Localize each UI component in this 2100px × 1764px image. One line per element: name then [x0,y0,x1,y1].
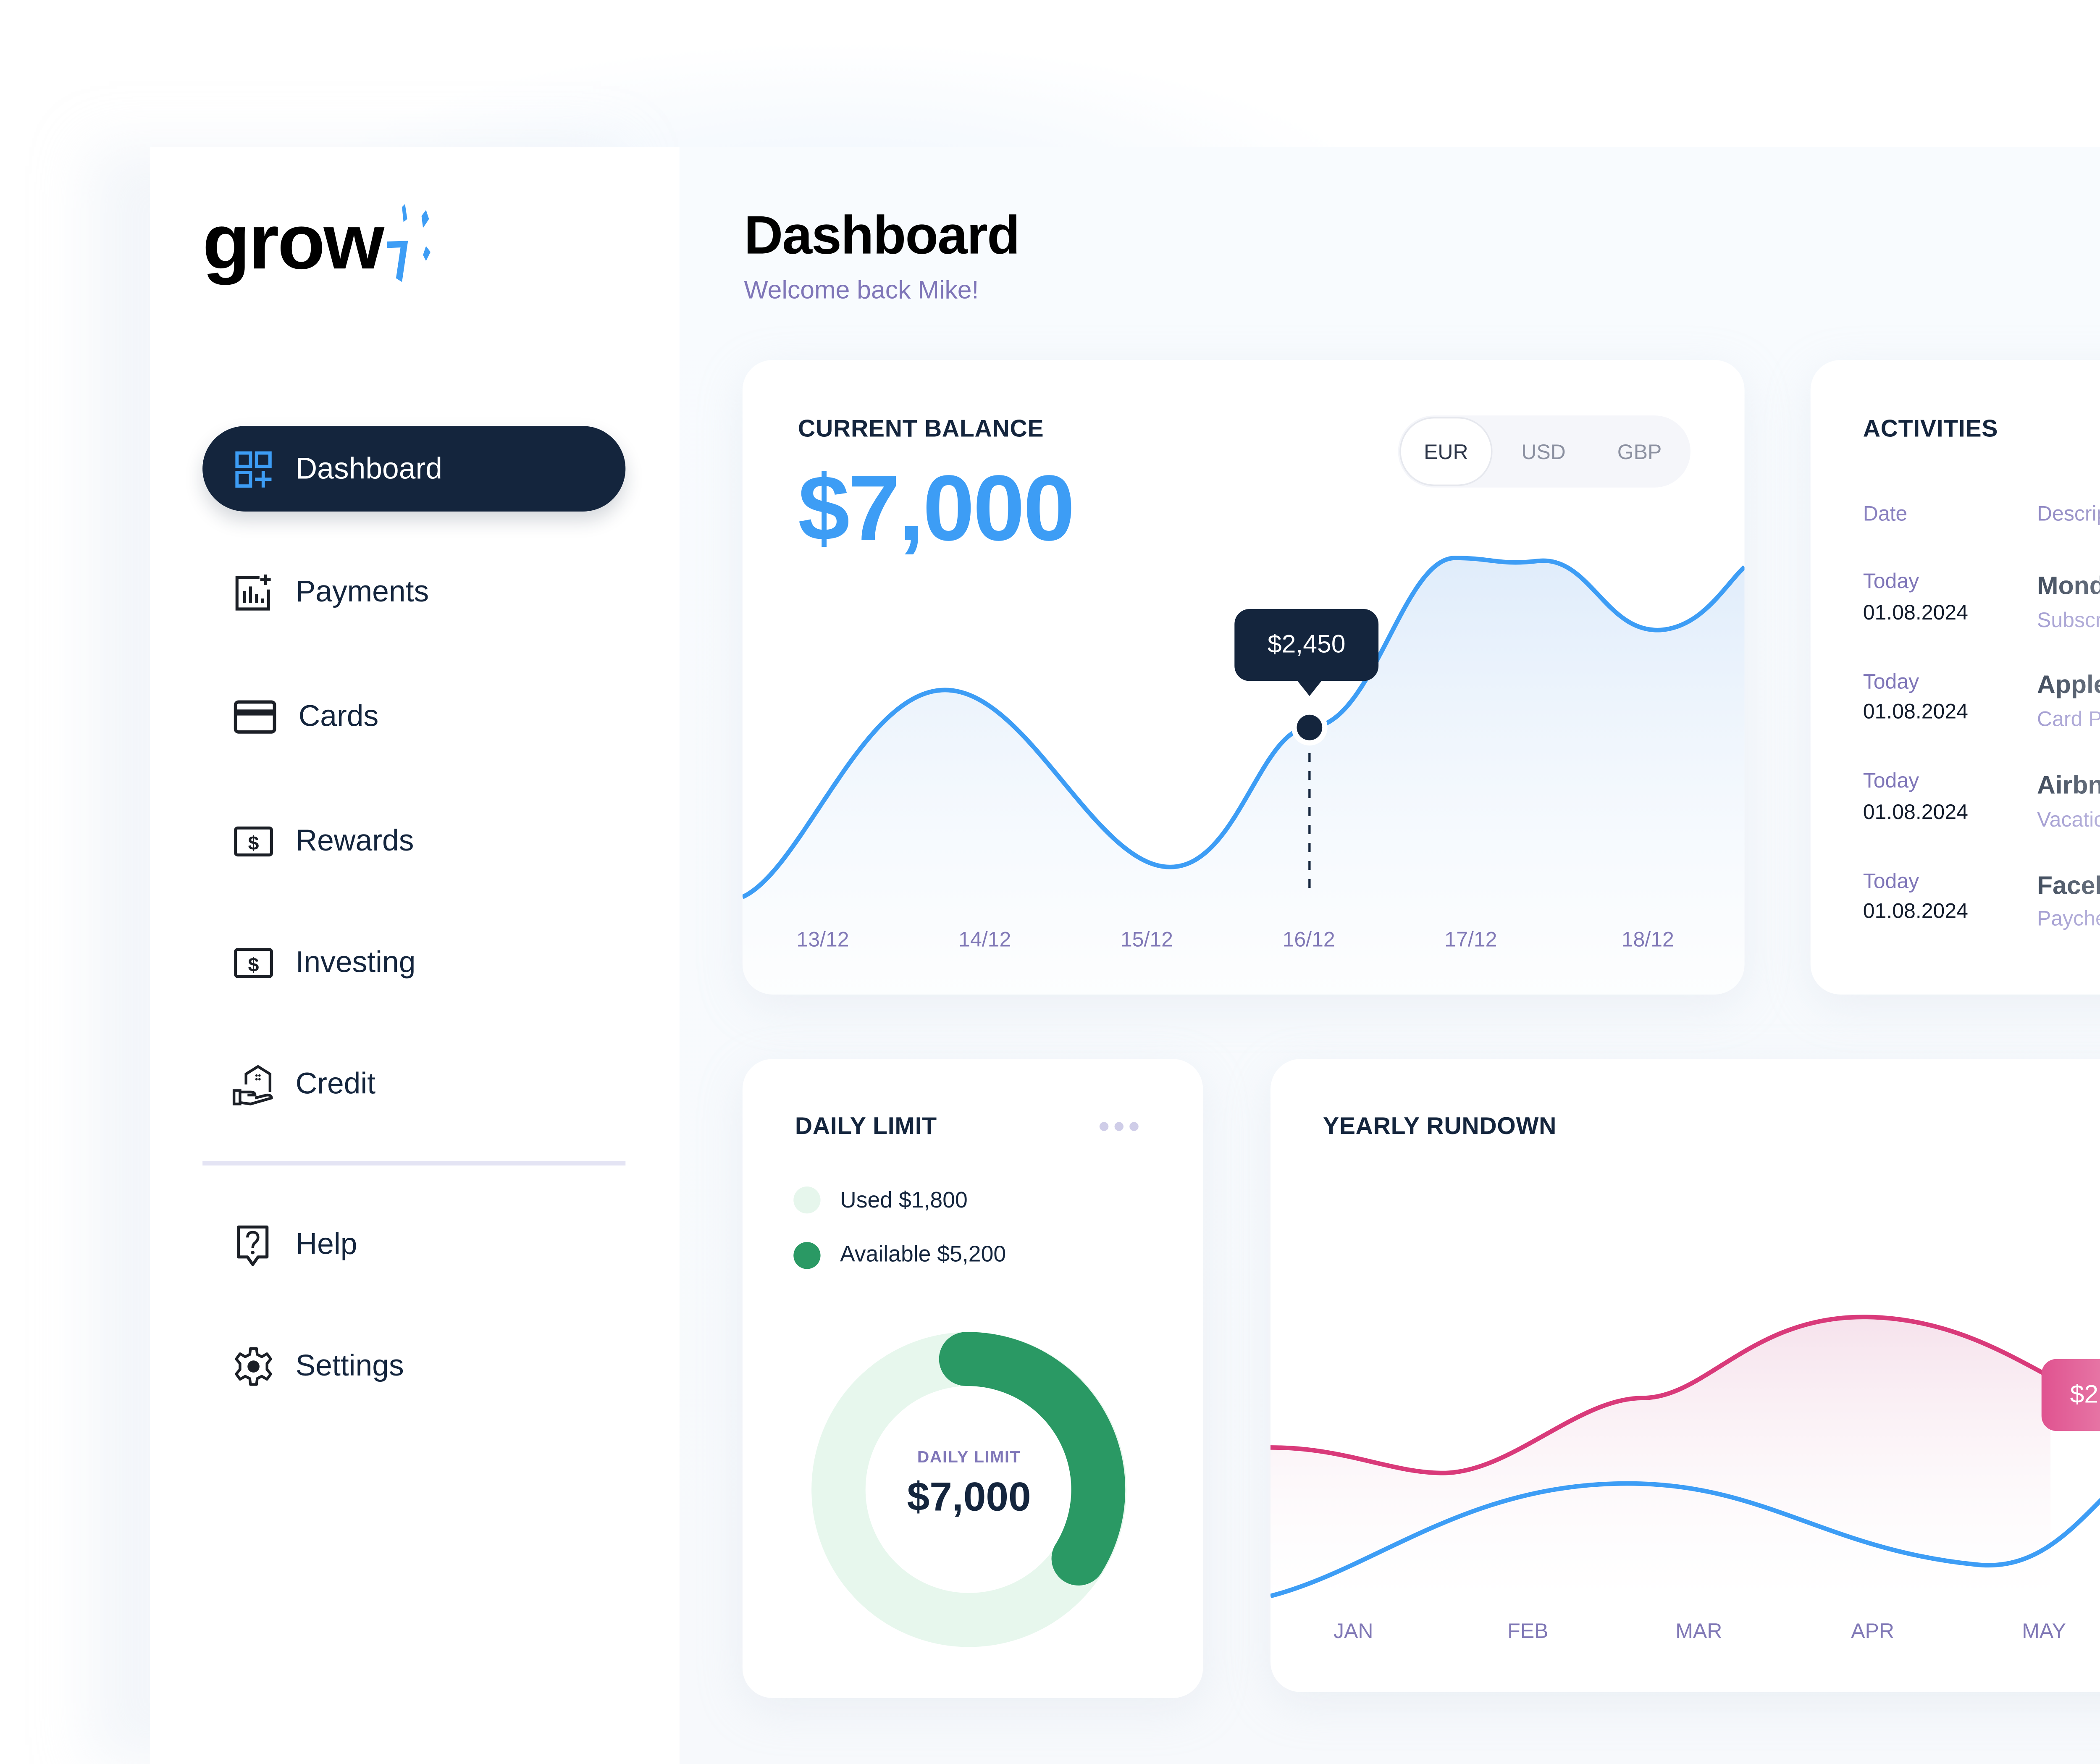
month-label[interactable]: MAY [2022,1618,2066,1643]
more-options-icon[interactable] [1099,1122,1139,1131]
balance-amount: $7,000 [798,457,1075,561]
sidebar-item-label: Rewards [295,824,414,858]
logo: grow [202,200,384,287]
sidebar [150,147,680,1764]
dollar-bill-icon: $ [234,948,273,978]
dollar-bill-icon: $ [234,826,273,857]
activity-subtitle: Subscription (4 seats) [2037,607,2100,632]
activity-date: 01.08.2024 [1863,898,1968,923]
sidebar-item-investing[interactable]: $ Investing [233,940,416,985]
sidebar-item-dashboard[interactable] [202,426,626,512]
legend-available: Available $5,200 [840,1242,1006,1268]
logo-spark-icon [387,204,430,282]
daily-limit-card: DAILY LIMIT Used $1,800 Available $5,200… [742,1059,1203,1698]
activities-card: ACTIVITIES Date Description Today 01.08.… [1810,360,2100,995]
currency-switcher: EUR USD GBP [1398,415,1690,488]
donut-center-label: DAILY LIMIT [917,1449,1021,1467]
sidebar-item-credit[interactable]: Credit [232,1062,376,1107]
sidebar-item-label: Payments [295,575,429,609]
legend-swatch-available [793,1242,821,1269]
x-axis-label: 18/12 [1621,927,1674,951]
welcome-subtitle: Welcome back Mike! [744,276,979,304]
month-label[interactable]: MAR [1675,1618,1722,1643]
activity-date: 01.08.2024 [1863,799,1968,824]
currency-gbp-button[interactable]: GBP [1617,439,1662,464]
activity-title: Apple retail shop [2037,670,2100,699]
activity-day: Today [1863,669,1919,693]
yearly-line-chart [1270,1315,2100,1599]
legend-swatch-used [793,1186,821,1214]
page-title: Dashboard [744,204,1020,266]
sidebar-item-settings[interactable]: Settings [233,1344,404,1389]
activity-subtitle: Vacation house rental [2037,807,2100,831]
currency-usd-button[interactable]: USD [1521,439,1566,464]
current-balance-card: CURRENT BALANCE $7,000 EUR USD GBP $2,45… [742,360,1745,995]
credit-card-icon [234,700,276,734]
donut-chart [811,1332,1127,1647]
payments-chart-icon [235,574,271,611]
sidebar-divider [202,1161,626,1166]
legend-used: Used $1,800 [840,1188,968,1214]
month-label[interactable]: APR [1851,1618,1894,1643]
x-axis-label: 15/12 [1120,927,1173,951]
sidebar-item-label: Dashboard [295,452,443,486]
x-axis-label: 17/12 [1444,927,1497,951]
activity-subtitle: Paycheck for May 2024 [2037,906,2100,930]
sidebar-item-label: Cards [298,700,379,733]
x-axis-label: 14/12 [958,927,1011,951]
activity-title: Facebook [2037,872,2100,900]
daily-limit-donut: DAILY LIMIT $7,000 [810,1331,1128,1648]
card-title: YEARLY RUNDOWN [1323,1114,1557,1140]
dashboard-grid-icon [235,451,272,488]
sidebar-item-cards[interactable]: Cards [233,695,379,740]
activity-day: Today [1863,868,1919,892]
activity-subtitle: Card Payment [2037,706,2100,731]
sidebar-item-label: Credit [295,1067,376,1100]
card-title: ACTIVITIES [1863,417,1998,443]
sidebar-item-help[interactable]: Help [233,1223,357,1268]
column-header-description: Description [2037,501,2100,525]
x-axis-label: 13/12 [796,927,849,951]
balance-line-chart [742,556,1745,995]
activity-title: Monday Project Managem [2037,571,2100,600]
activity-date: 01.08.2024 [1863,600,1968,624]
sidebar-item-dashboard-content[interactable]: Dashboard [233,447,442,492]
svg-text:$: $ [248,832,259,854]
card-title: DAILY LIMIT [795,1114,937,1140]
yearly-tooltip-pink: $2,100 [2041,1359,2100,1431]
month-label[interactable]: FEB [1507,1618,1549,1643]
activity-title: Airbnb [2037,771,2100,800]
sidebar-item-rewards[interactable]: $ Rewards [233,819,414,864]
currency-eur-button[interactable]: EUR [1399,417,1493,486]
svg-text:$: $ [248,954,259,976]
hand-house-icon [232,1065,273,1105]
activity-day: Today [1863,768,1919,792]
yearly-rundown-card: YEARLY RUNDOWN [1270,1059,2100,1692]
help-question-icon [237,1225,269,1266]
column-header-date: Date [1863,501,1908,525]
sidebar-item-payments[interactable]: Payments [233,570,429,615]
x-axis-label: 16/12 [1282,927,1335,951]
gear-icon [235,1347,272,1386]
sidebar-item-label: Settings [295,1349,404,1383]
donut-center-amount: $7,000 [907,1474,1031,1520]
activity-day: Today [1863,568,1919,593]
sidebar-item-label: Investing [295,945,416,979]
activity-date: 01.08.2024 [1863,699,1968,723]
sidebar-item-label: Help [295,1228,357,1261]
balance-tooltip: $2,450 [1234,609,1379,681]
month-label[interactable]: JAN [1334,1618,1373,1643]
card-title: CURRENT BALANCE [798,417,1044,443]
